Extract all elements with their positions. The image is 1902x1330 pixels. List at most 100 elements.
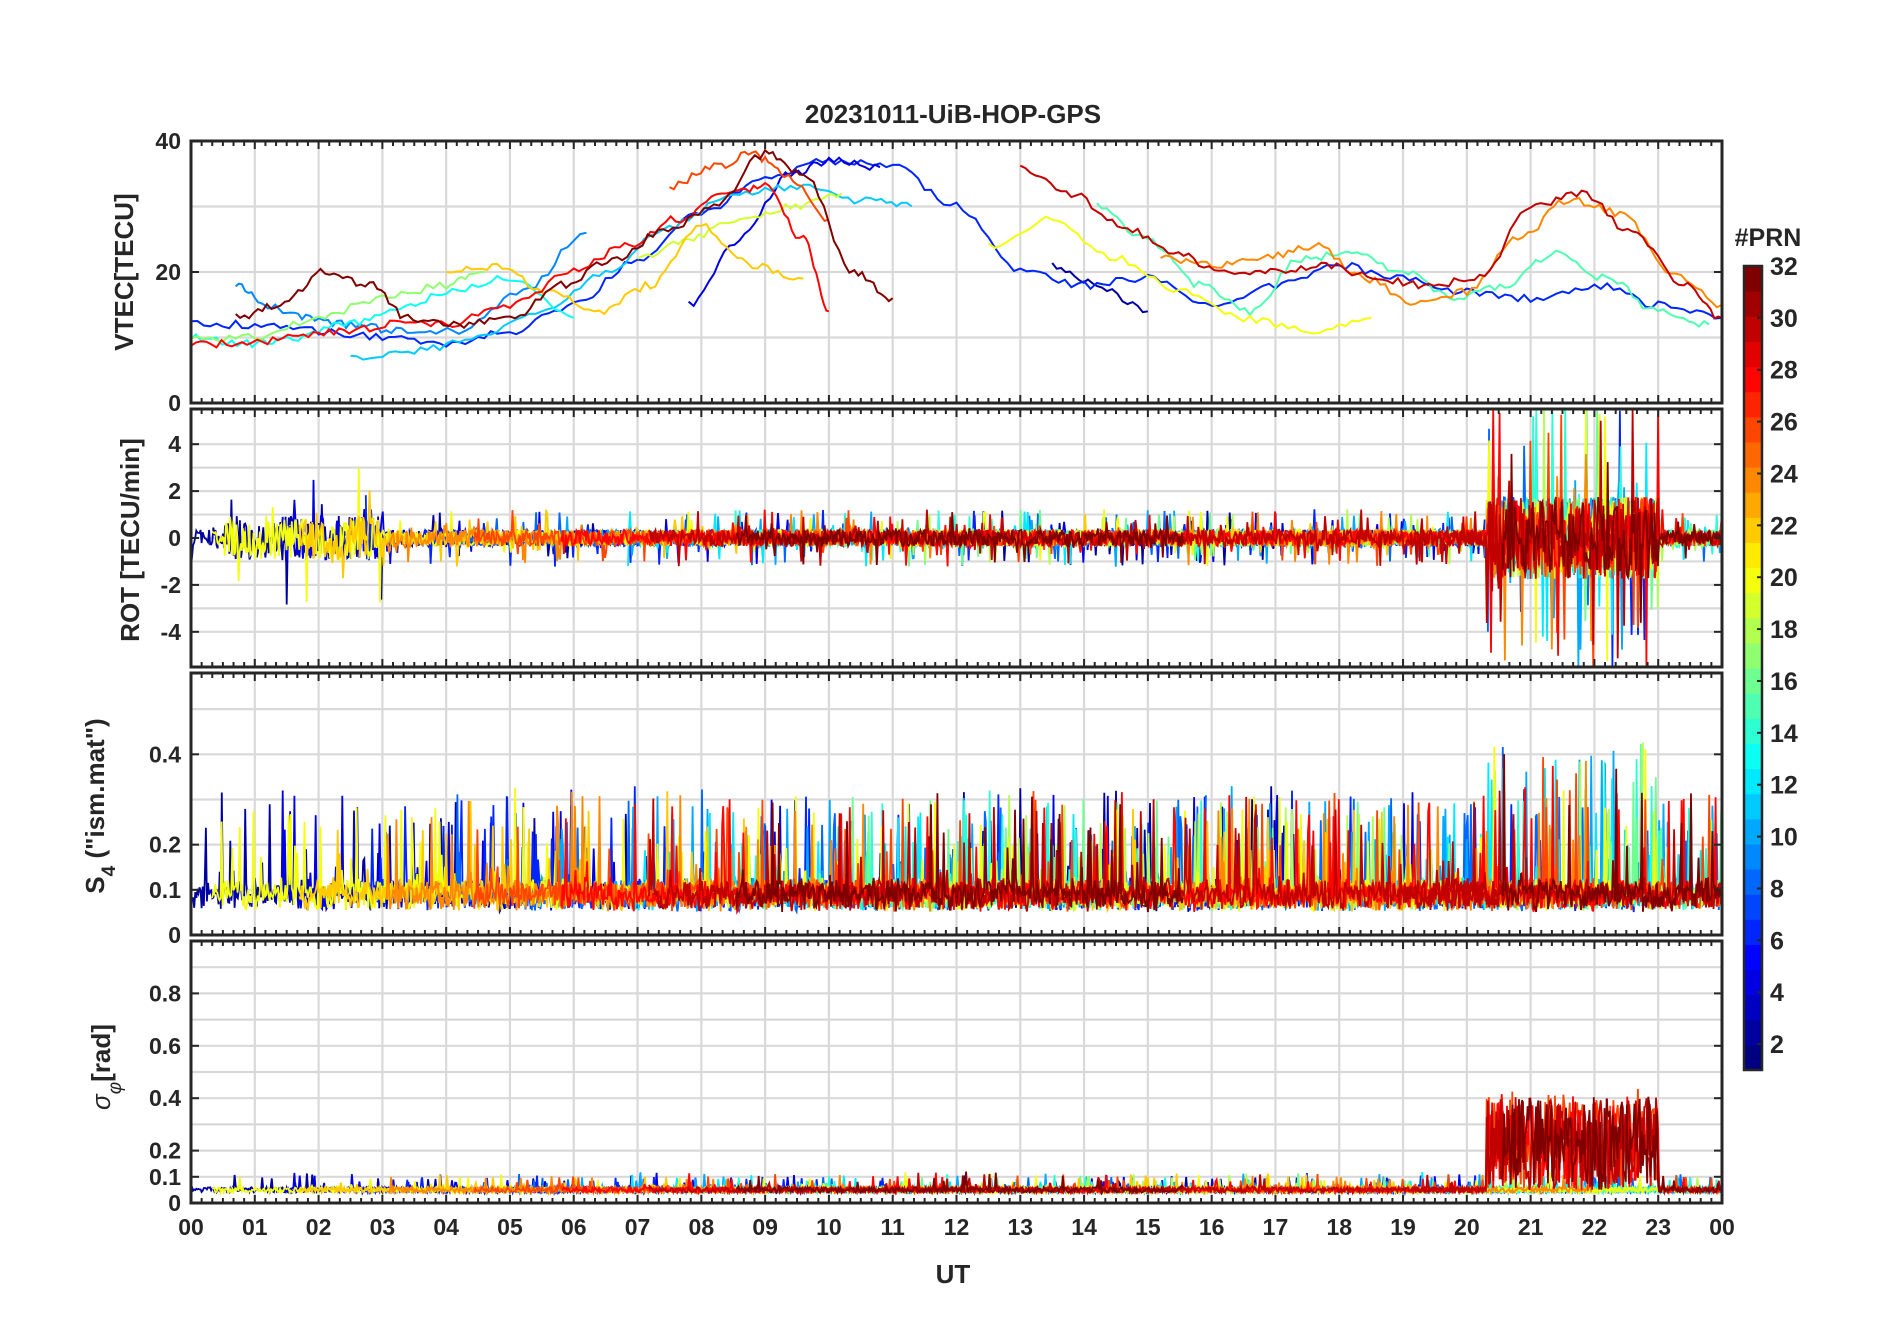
y-tick-label: 20 [155,259,181,285]
series-prn-13 [191,274,575,349]
series-prn-32 [1501,453,1722,623]
x-tick-label: 11 [881,1214,906,1240]
y-tick-label: 0 [168,922,181,948]
x-tick-label: 18 [1326,1214,1352,1240]
y-tick-labels: 00.10.2 0.4 0.6 0.8 [149,980,181,1216]
series-prn-24 [1160,196,1722,309]
colorbar-segment [1744,793,1762,820]
colorbar-segment [1744,642,1762,669]
colorbar-frame [1742,264,1764,1072]
x-tick-label: 07 [625,1214,651,1240]
series-group [191,1088,1722,1197]
series-prn-28 [191,181,830,349]
colorbar-segment [1744,894,1762,920]
x-tick-label: 23 [1645,1214,1671,1240]
colorbar-segment [1744,592,1762,619]
ylabel-rot: ROT [TECU/min] [115,438,145,642]
y-tick-label: 40 [155,128,181,154]
ticks [190,409,1723,667]
colorbar-segment [1744,492,1762,518]
colorbar-tick-label: 4 [1770,979,1784,1007]
series-prn-32 [735,793,1184,913]
colorbar-segment [1744,416,1762,443]
grid [191,141,1722,403]
panel-rot: -4 -2 0 2 4 [161,407,1724,669]
series-prn-22 [446,222,804,316]
colorbar-tick-label: 10 [1770,824,1798,852]
x-tick-label: 16 [1199,1214,1225,1240]
x-tick-label: 17 [1263,1214,1289,1240]
y-tick-label: 2 [168,478,181,504]
x-tick-label: 22 [1582,1214,1608,1240]
series-prn-32 [1501,1096,1722,1196]
colorbar-segment [1744,266,1762,292]
colorbar-segment [1744,517,1762,543]
colorbar-tick-label: 22 [1770,512,1798,540]
series-prn-17 [191,271,485,343]
colorbar-tick-label: 6 [1770,927,1784,955]
colorbar-segment [1744,919,1762,945]
colorbar-segment [1744,567,1762,594]
colorbar-segment [1744,994,1762,1021]
y-tick-label: 0 [168,390,181,416]
x-tick-label: 13 [1007,1214,1033,1240]
colorbar-segment [1744,366,1762,393]
colorbar-segment [1744,768,1762,795]
ticks [190,941,1723,1204]
x-tick-label: 12 [944,1214,970,1240]
ylabel-s4: S4 ("ism.mat") [80,718,120,893]
colorbar-segment [1744,818,1762,845]
colorbar-segment [1744,718,1762,744]
y-tick-label: 0.4 [149,1085,181,1111]
colorbar-tick-label: 20 [1770,564,1798,592]
series-group [191,409,1722,667]
x-tick-label: 08 [689,1214,715,1240]
colorbar-tick-label: 30 [1770,305,1798,333]
colorbar-segment [1744,467,1762,493]
panel-s4: 0 0.1 0.2 0.4 [149,671,1724,948]
x-tick-label: 03 [370,1214,396,1240]
y-tick-label: -2 [161,572,181,598]
colorbar-tick-label: 28 [1770,357,1798,385]
y-tick-label: 0.2 [149,1138,181,1164]
series-prn-15 [1096,202,1710,328]
colorbar-segment [1744,843,1762,870]
y-tick-label: -4 [161,619,182,645]
colorbar-tick-label: 16 [1770,668,1798,696]
y-tick-label: 4 [168,431,181,457]
series-prn-30 [648,501,1505,624]
y-tick-label: 0.1 [149,877,181,903]
x-tick-label: 00 [1709,1214,1735,1240]
colorbar-tick-label: 8 [1770,875,1784,903]
x-tick-label: 09 [752,1214,778,1240]
series-prn-32 [1501,754,1722,913]
ticks [190,673,1723,936]
colorbar-segment [1744,542,1762,569]
colorbar-label: #PRN [1735,224,1802,252]
x-tick-label: 14 [1071,1214,1097,1240]
colorbar-tick-label: 12 [1770,772,1798,800]
colorbar-segment [1744,291,1762,317]
x-tick-label: 20 [1454,1214,1480,1240]
colorbar-segment [1744,316,1762,342]
x-tick-label: 15 [1135,1214,1161,1240]
x-tick-label: 01 [242,1214,268,1240]
x-tick-label: 02 [306,1214,332,1240]
y-tick-label: 0 [168,525,181,551]
colorbar-segment [1744,391,1762,418]
series-prn-32 [735,512,1184,565]
ylabel-sigma-phi: σφ[rad] [86,1024,126,1110]
panel-sigma-phi: 00.10.2 0.4 0.6 0.8 [149,939,1724,1216]
x-tick-label: 06 [561,1214,587,1240]
ylabel-vtec: VTEC[TECU] [109,193,139,350]
y-tick-labels: 0 20 40 [155,128,181,416]
colorbar-segment [1744,341,1762,368]
ticks [190,140,1723,404]
series-prn-32 [735,1171,1184,1196]
colorbar-segment [1744,1044,1762,1071]
colorbar-segment [1744,693,1762,719]
series-prn-2 [1051,262,1149,314]
series-prn-26 [668,150,830,222]
series-group [191,148,1722,361]
